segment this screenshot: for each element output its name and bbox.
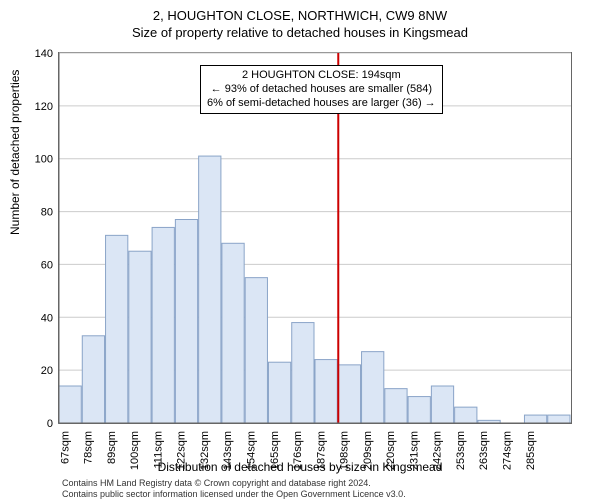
x-axis-label: Distribution of detached houses by size … <box>0 460 600 474</box>
svg-text:100: 100 <box>35 154 53 166</box>
callout-line1: 2 HOUGHTON CLOSE: 194sqm <box>207 69 436 83</box>
callout-line3: 6% of semi-detached houses are larger (3… <box>207 97 436 111</box>
annotation-box: 2 HOUGHTON CLOSE: 194sqm ← 93% of detach… <box>200 65 443 114</box>
svg-text:40: 40 <box>41 312 53 324</box>
credit-line1: Contains HM Land Registry data © Crown c… <box>62 478 406 489</box>
chart-title: 2, HOUGHTON CLOSE, NORTHWICH, CW9 8NW <box>0 0 600 23</box>
svg-text:140: 140 <box>35 48 53 60</box>
svg-text:0: 0 <box>47 418 53 430</box>
svg-text:80: 80 <box>41 207 53 219</box>
svg-text:60: 60 <box>41 259 53 271</box>
svg-text:120: 120 <box>35 101 53 113</box>
credit-text: Contains HM Land Registry data © Crown c… <box>62 478 406 500</box>
chart-subtitle: Size of property relative to detached ho… <box>0 23 600 40</box>
y-axis-label: Number of detached properties <box>8 70 22 235</box>
svg-text:20: 20 <box>41 365 53 377</box>
callout-line2: ← 93% of detached houses are smaller (58… <box>207 83 436 97</box>
credit-line2: Contains public sector information licen… <box>62 489 406 500</box>
chart-container: { "title": "2, HOUGHTON CLOSE, NORTHWICH… <box>0 0 600 500</box>
